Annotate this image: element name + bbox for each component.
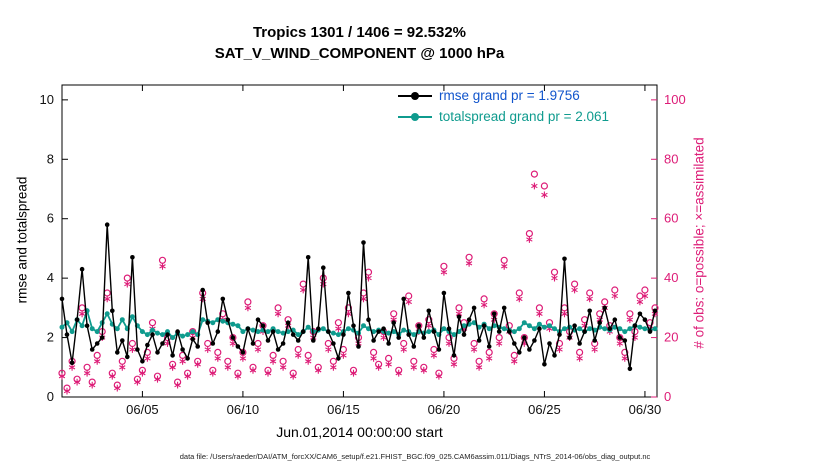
svg-text:0: 0 (664, 389, 671, 404)
svg-text:80: 80 (664, 151, 678, 166)
svg-text:10: 10 (40, 92, 54, 107)
svg-text:60: 60 (664, 211, 678, 226)
legend-label-rmse: rmse grand pr = 1.9756 (439, 88, 580, 103)
svg-text:0: 0 (47, 389, 54, 404)
svg-text:06/10: 06/10 (227, 402, 260, 417)
svg-text:40: 40 (664, 270, 678, 285)
svg-text:06/05: 06/05 (126, 402, 159, 417)
totalspread-line-marker-icon (398, 112, 432, 122)
svg-text:100: 100 (664, 92, 686, 107)
svg-text:8: 8 (47, 151, 54, 166)
right-axis-label: # of obs: o=possible; ×=assimilated (691, 137, 707, 349)
svg-text:2: 2 (47, 330, 54, 345)
left-axis-label: rmse and totalspread (14, 176, 30, 304)
rmse-line-marker-icon (398, 91, 432, 101)
svg-text:06/25: 06/25 (528, 402, 561, 417)
chart-title-line2: SAT_V_WIND_COMPONENT @ 1000 hPa (214, 45, 505, 62)
data-file-caption: data file: /Users/raeder/DAI/ATM_forcXX/… (179, 452, 651, 461)
svg-text:06/20: 06/20 (428, 402, 461, 417)
legend: rmse grand pr = 1.9756 totalspread grand… (398, 85, 609, 127)
x-axis-label: Jun.01,2014 00:00:00 start (276, 424, 443, 440)
legend-label-totalspread: totalspread grand pr = 2.061 (439, 109, 609, 124)
svg-text:06/30: 06/30 (629, 402, 662, 417)
legend-item-totalspread: totalspread grand pr = 2.061 (398, 106, 609, 127)
svg-text:6: 6 (47, 211, 54, 226)
legend-item-rmse: rmse grand pr = 1.9756 (398, 85, 609, 106)
svg-text:20: 20 (664, 330, 678, 345)
svg-text:06/15: 06/15 (327, 402, 360, 417)
svg-text:4: 4 (47, 270, 54, 285)
chart-title-line1: Tropics 1301 / 1406 = 92.532% (252, 24, 467, 41)
